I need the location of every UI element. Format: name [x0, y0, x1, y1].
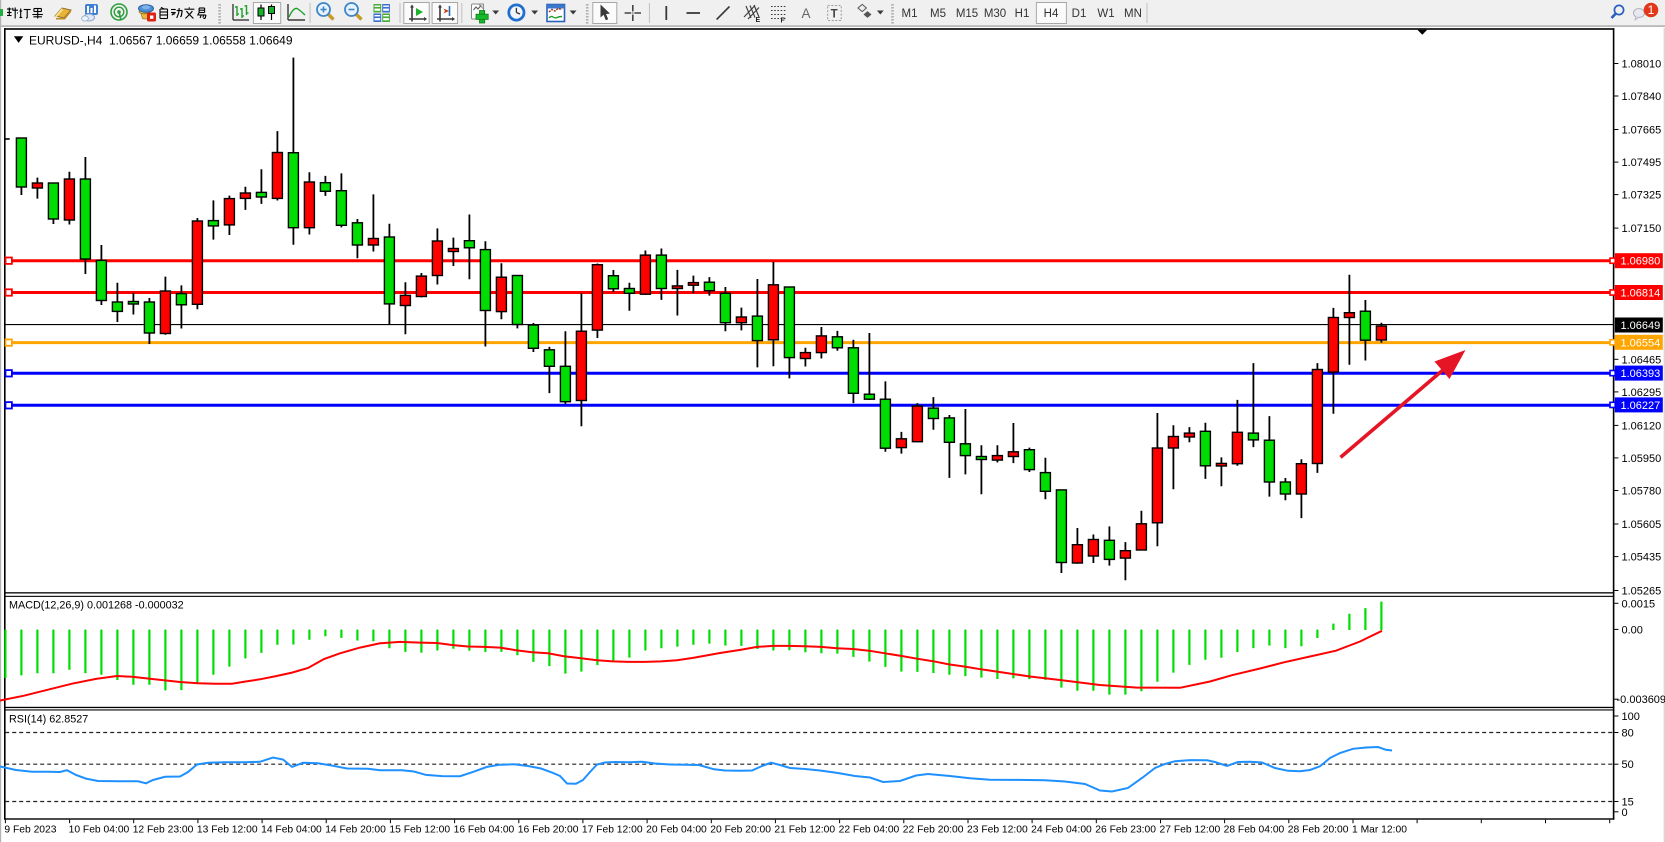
- svg-text:1.06649: 1.06649: [1621, 320, 1661, 332]
- svg-text:24 Feb 04:00: 24 Feb 04:00: [1031, 825, 1092, 836]
- svg-text:15 Feb 12:00: 15 Feb 12:00: [389, 825, 450, 836]
- svg-text:0.00: 0.00: [1622, 624, 1643, 636]
- svg-text:14 Feb 20:00: 14 Feb 20:00: [325, 825, 386, 836]
- svg-text:50: 50: [1622, 759, 1634, 771]
- svg-text:20 Feb 04:00: 20 Feb 04:00: [646, 825, 707, 836]
- svg-text:16 Feb 04:00: 16 Feb 04:00: [454, 825, 515, 836]
- svg-text:1.06393: 1.06393: [1621, 368, 1661, 380]
- svg-text:1.06554: 1.06554: [1621, 337, 1661, 349]
- svg-text:1.06814: 1.06814: [1621, 288, 1661, 300]
- svg-text:21 Feb 12:00: 21 Feb 12:00: [774, 825, 835, 836]
- svg-text:M30: M30: [984, 8, 1006, 20]
- svg-text:1.07150: 1.07150: [1622, 223, 1662, 235]
- svg-text:1.05605: 1.05605: [1622, 519, 1662, 531]
- svg-text:E: E: [756, 17, 761, 24]
- svg-text:F: F: [781, 18, 786, 25]
- svg-text:-0.003609: -0.003609: [1617, 694, 1665, 706]
- svg-text:1.06295: 1.06295: [1622, 387, 1662, 399]
- svg-text:10 Feb 04:00: 10 Feb 04:00: [69, 825, 130, 836]
- svg-text:1.05435: 1.05435: [1622, 552, 1662, 564]
- svg-text:80: 80: [1622, 728, 1634, 740]
- svg-text:15: 15: [1622, 797, 1634, 809]
- svg-text:W1: W1: [1097, 8, 1114, 20]
- svg-text:28 Feb 20:00: 28 Feb 20:00: [1288, 825, 1349, 836]
- svg-text:1 Mar 12:00: 1 Mar 12:00: [1352, 825, 1407, 836]
- svg-text:0.0015: 0.0015: [1622, 598, 1656, 610]
- svg-text:1.07325: 1.07325: [1622, 190, 1662, 202]
- svg-text:12 Feb 23:00: 12 Feb 23:00: [133, 825, 194, 836]
- svg-text:1.06980: 1.06980: [1621, 256, 1661, 268]
- svg-text:23 Feb 12:00: 23 Feb 12:00: [967, 825, 1028, 836]
- svg-text:1.08010: 1.08010: [1622, 59, 1662, 71]
- svg-text:1.07665: 1.07665: [1622, 125, 1662, 137]
- svg-text:14 Feb 04:00: 14 Feb 04:00: [261, 825, 322, 836]
- svg-text:22 Feb 04:00: 22 Feb 04:00: [839, 825, 900, 836]
- svg-text:D1: D1: [1072, 8, 1087, 20]
- svg-text:H1: H1: [1015, 8, 1030, 20]
- svg-text:RSI(14) 62.8527: RSI(14) 62.8527: [9, 714, 88, 726]
- svg-text:20 Feb 20:00: 20 Feb 20:00: [710, 825, 771, 836]
- svg-text:1: 1: [1648, 3, 1655, 17]
- svg-text:1.05950: 1.05950: [1622, 453, 1662, 465]
- svg-text:M1: M1: [902, 8, 918, 20]
- svg-text:28 Feb 04:00: 28 Feb 04:00: [1224, 825, 1285, 836]
- svg-text:0: 0: [1622, 807, 1628, 819]
- svg-text:1.05780: 1.05780: [1622, 486, 1662, 498]
- svg-text:1.06465: 1.06465: [1622, 354, 1662, 366]
- svg-text:MN: MN: [1124, 8, 1142, 20]
- svg-text:H4: H4: [1044, 8, 1059, 20]
- svg-text:M15: M15: [956, 8, 978, 20]
- svg-text:1.06227: 1.06227: [1621, 400, 1661, 412]
- svg-text:17 Feb 12:00: 17 Feb 12:00: [582, 825, 643, 836]
- svg-text:1.07495: 1.07495: [1622, 157, 1662, 169]
- svg-text:26 Feb 23:00: 26 Feb 23:00: [1095, 825, 1156, 836]
- svg-text:100: 100: [1622, 711, 1640, 723]
- svg-text:22 Feb 20:00: 22 Feb 20:00: [903, 825, 964, 836]
- svg-text:M5: M5: [930, 8, 946, 20]
- svg-text:27 Feb 12:00: 27 Feb 12:00: [1160, 825, 1221, 836]
- svg-text:EURUSD-,H4 1.06567 1.06659 1.: EURUSD-,H4 1.06567 1.06659 1.06558 1.066…: [29, 34, 293, 48]
- svg-text:13 Feb 12:00: 13 Feb 12:00: [197, 825, 258, 836]
- svg-text:A: A: [802, 6, 811, 21]
- svg-text:9 Feb 2023: 9 Feb 2023: [4, 825, 56, 836]
- svg-text:1.05265: 1.05265: [1622, 586, 1662, 598]
- svg-text:16 Feb 20:00: 16 Feb 20:00: [518, 825, 579, 836]
- svg-text:1.06120: 1.06120: [1622, 420, 1662, 432]
- svg-text:T: T: [831, 9, 838, 21]
- svg-text:MACD(12,26,9) 0.001268 -0.0000: MACD(12,26,9) 0.001268 -0.000032: [9, 600, 184, 612]
- svg-text:1.07840: 1.07840: [1622, 91, 1662, 103]
